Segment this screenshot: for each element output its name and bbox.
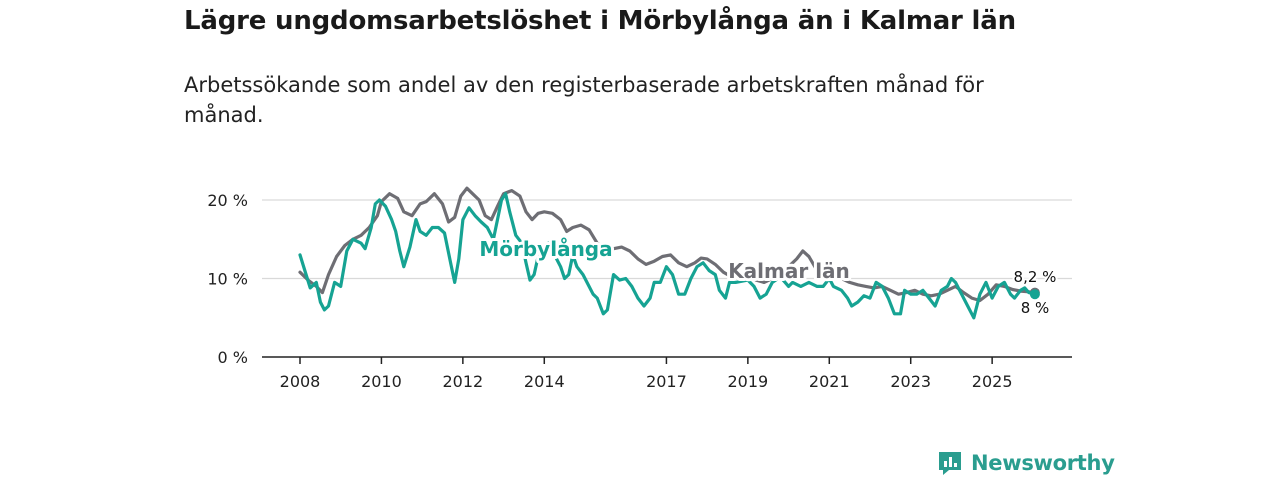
x-tick-label: 2008 <box>280 372 321 391</box>
end-label-morbylanga: 8 % <box>1021 299 1050 317</box>
end-label-kalmar-lan: 8,2 % <box>1014 268 1057 286</box>
x-tick-label: 2017 <box>646 372 687 391</box>
x-tick-label: 2021 <box>809 372 850 391</box>
series-lines <box>298 186 1040 320</box>
series-line-morbylanga <box>298 192 1037 320</box>
x-axis-ticks: 2008 2010 2012 2014 2017 2019 2021 2023 2025 <box>262 356 1072 391</box>
series-label-morbylanga: Mörbylånga <box>479 237 612 261</box>
newsworthy-logo-icon <box>939 452 961 475</box>
y-tick-label: 10 % <box>207 270 248 289</box>
chart-subtitle: Arbetssökande som andel av den registerb… <box>184 73 984 127</box>
x-tick-label: 2010 <box>361 372 402 391</box>
y-tick-label: 0 % <box>218 348 248 367</box>
series-labels: Mörbylånga Kalmar län 8,2 % 8 % <box>476 234 1058 319</box>
x-tick-label: 2012 <box>442 372 483 391</box>
x-tick-label: 2025 <box>972 372 1013 391</box>
brand-name: Newsworthy <box>971 451 1115 475</box>
y-axis-ticks: 0 % 10 % 20 % <box>207 191 248 367</box>
series-label-kalmar-lan: Kalmar län <box>728 259 850 283</box>
x-tick-label: 2014 <box>524 372 565 391</box>
newsworthy-brand[interactable]: Newsworthy <box>937 448 1115 478</box>
chart-title: Lägre ungdomsarbetslöshet i Mörbylånga ä… <box>184 6 1016 36</box>
x-tick-label: 2019 <box>727 372 768 391</box>
series-end-point <box>1029 289 1040 300</box>
line-chart: 0 % 10 % 20 % 2008 2010 2012 2014 2017 2019 2021… <box>207 186 1072 391</box>
y-tick-label: 20 % <box>207 191 248 210</box>
x-tick-label: 2023 <box>890 372 931 391</box>
